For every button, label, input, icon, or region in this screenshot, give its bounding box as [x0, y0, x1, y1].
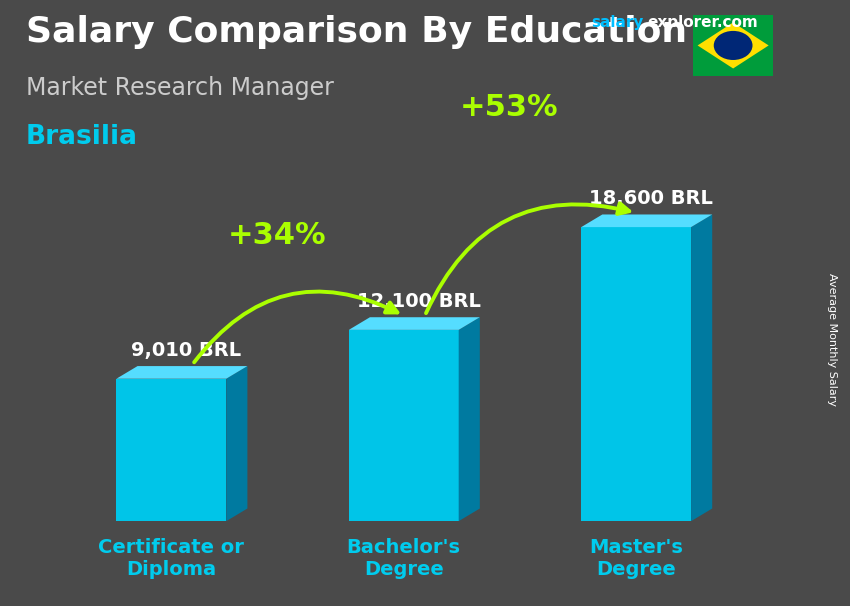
Polygon shape [348, 317, 479, 330]
Text: Salary Comparison By Education: Salary Comparison By Education [26, 15, 687, 49]
Text: salary: salary [591, 15, 643, 30]
Text: 12,100 BRL: 12,100 BRL [357, 291, 480, 311]
Text: Average Monthly Salary: Average Monthly Salary [827, 273, 837, 406]
Circle shape [714, 31, 752, 60]
Text: +34%: +34% [228, 221, 326, 250]
Polygon shape [698, 22, 768, 68]
Polygon shape [226, 366, 247, 521]
Text: 18,600 BRL: 18,600 BRL [589, 189, 713, 208]
Text: Market Research Manager: Market Research Manager [26, 76, 333, 100]
Polygon shape [691, 215, 712, 521]
Polygon shape [348, 330, 459, 521]
Text: 9,010 BRL: 9,010 BRL [131, 341, 241, 359]
Polygon shape [581, 215, 712, 227]
Polygon shape [116, 379, 226, 521]
Polygon shape [459, 317, 479, 521]
Polygon shape [116, 366, 247, 379]
Text: Brasilia: Brasilia [26, 124, 138, 150]
Polygon shape [581, 227, 691, 521]
Text: explorer.com: explorer.com [648, 15, 758, 30]
Text: +53%: +53% [460, 93, 558, 122]
